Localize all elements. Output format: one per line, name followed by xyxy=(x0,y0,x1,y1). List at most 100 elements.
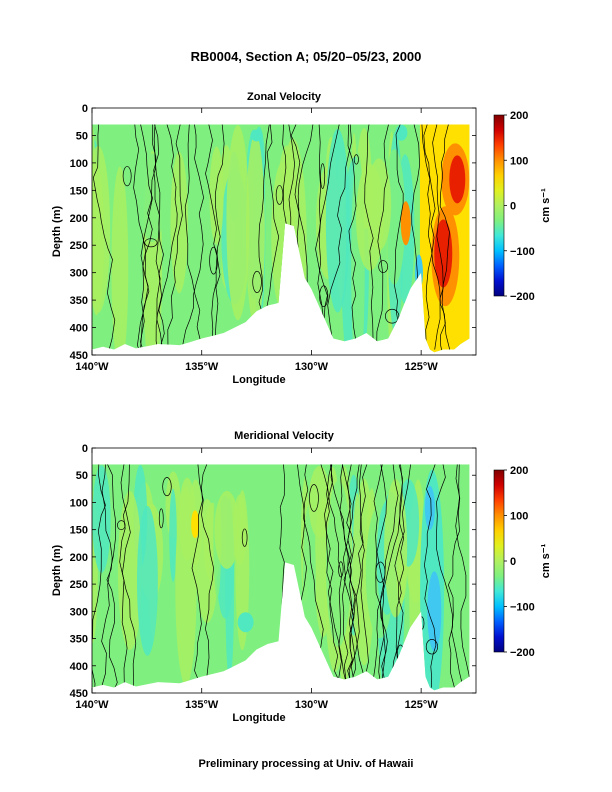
contour-loop xyxy=(353,154,359,165)
field-streak xyxy=(325,480,351,648)
contour-line xyxy=(181,124,204,351)
y-tick-label: 200 xyxy=(70,552,88,564)
contour-line xyxy=(364,124,378,353)
contour-loop xyxy=(338,561,344,578)
zonal-velocity-panel: Zonal Velocity 0 50 100 150 200 250 300 350 400 45… xyxy=(51,91,552,386)
contour-line xyxy=(455,464,470,691)
contour-line xyxy=(342,464,352,691)
contour-line xyxy=(205,124,221,353)
contour-line xyxy=(447,464,465,691)
field-streak xyxy=(136,505,158,656)
x-tick-label: 130°W xyxy=(295,361,329,373)
contour-line xyxy=(326,464,341,691)
contour-line xyxy=(367,464,403,691)
x-tick-label: 125°W xyxy=(405,361,439,373)
southward-core xyxy=(424,485,435,530)
colorbar-tick-label: −100 xyxy=(510,602,535,614)
y-axis-label: Depth (m) xyxy=(51,545,63,597)
velocity-field xyxy=(92,124,470,353)
contour-loop xyxy=(319,285,329,308)
y-tick-label: 0 xyxy=(82,443,88,455)
colorbar-tick-label: −200 xyxy=(510,647,535,659)
jet-max-upper xyxy=(449,155,466,204)
field-streak xyxy=(170,151,188,294)
field-streak xyxy=(325,128,350,313)
contour-line xyxy=(373,464,385,691)
contour-loop xyxy=(425,639,438,655)
colorbar xyxy=(493,114,505,297)
northward-patch xyxy=(191,510,200,539)
contour-line xyxy=(347,464,360,691)
contour-line xyxy=(347,464,368,691)
axes-frame xyxy=(91,107,477,356)
contour-loop xyxy=(117,520,126,531)
contour-loop xyxy=(309,484,319,512)
contour-loop xyxy=(241,528,248,547)
contour-line xyxy=(320,464,343,690)
contour-line xyxy=(101,464,116,688)
contour-line xyxy=(347,124,362,353)
surface-patch xyxy=(250,129,263,142)
jet-max-lower xyxy=(434,219,453,288)
contour-line xyxy=(327,124,352,351)
velocity-field xyxy=(92,464,470,691)
y-tick-label: 400 xyxy=(70,661,88,673)
contour-line xyxy=(376,464,387,691)
field-streak xyxy=(117,490,142,651)
field-streak xyxy=(169,488,177,582)
contour-line xyxy=(211,124,225,351)
y-tick-label: 300 xyxy=(70,268,88,280)
contour-line xyxy=(137,124,153,353)
contour-loop xyxy=(375,561,386,583)
contour-line xyxy=(391,464,411,691)
colorbar-tick-label: 0 xyxy=(510,201,516,213)
surface-patch xyxy=(237,612,254,633)
contour-loop xyxy=(162,477,172,497)
contour-line xyxy=(92,124,116,353)
y-tick-label: 100 xyxy=(70,497,88,509)
colorbar-tick-label: −200 xyxy=(510,291,535,303)
contour-line xyxy=(339,464,354,691)
panel-title: Zonal Velocity xyxy=(247,91,322,103)
contour-line xyxy=(432,124,444,350)
field-streak xyxy=(302,503,316,657)
x-tick-label: 135°W xyxy=(185,699,219,711)
contour-line xyxy=(133,124,147,353)
field-streak xyxy=(366,158,392,251)
contour-line xyxy=(101,464,118,691)
contour-loop xyxy=(158,508,164,529)
contour-line xyxy=(184,124,202,353)
field-streak xyxy=(214,490,240,569)
x-tick-label: 130°W xyxy=(295,699,329,711)
contour-loop xyxy=(209,246,218,275)
surface-patch xyxy=(395,124,408,141)
y-tick-label: 350 xyxy=(70,634,88,646)
x-tick-label: 140°W xyxy=(75,699,109,711)
colorbar-label: cm s⁻¹ xyxy=(540,543,552,578)
colorbar-tick-label: 100 xyxy=(510,511,528,523)
contour-line xyxy=(324,464,352,691)
contour-loop xyxy=(122,166,132,187)
y-tick-label: 150 xyxy=(70,525,88,537)
y-tick-label: 450 xyxy=(70,688,88,700)
colorbar xyxy=(493,469,505,653)
contour-line xyxy=(376,124,389,352)
contour-line xyxy=(153,124,164,352)
axes-frame xyxy=(91,447,477,694)
contour-line xyxy=(424,464,437,688)
field-streak xyxy=(384,478,408,618)
x-tick-label: 140°W xyxy=(75,361,109,373)
figure-title: RB0004, Section A; 05/20–05/23, 2000 xyxy=(191,49,422,64)
colorbar-tick-label: 200 xyxy=(510,465,528,477)
colorbar-tick-label: 0 xyxy=(510,556,516,568)
contour-line xyxy=(358,464,369,691)
contour-line xyxy=(158,124,178,353)
contour-loop xyxy=(320,163,326,189)
footer-note: Preliminary processing at Univ. of Hawai… xyxy=(199,758,414,770)
x-axis-label: Longitude xyxy=(232,374,285,386)
field-streak xyxy=(226,125,250,321)
contour-line xyxy=(436,464,456,690)
contour-line xyxy=(379,464,399,691)
field-streak xyxy=(271,162,294,311)
contour-line xyxy=(167,124,183,353)
